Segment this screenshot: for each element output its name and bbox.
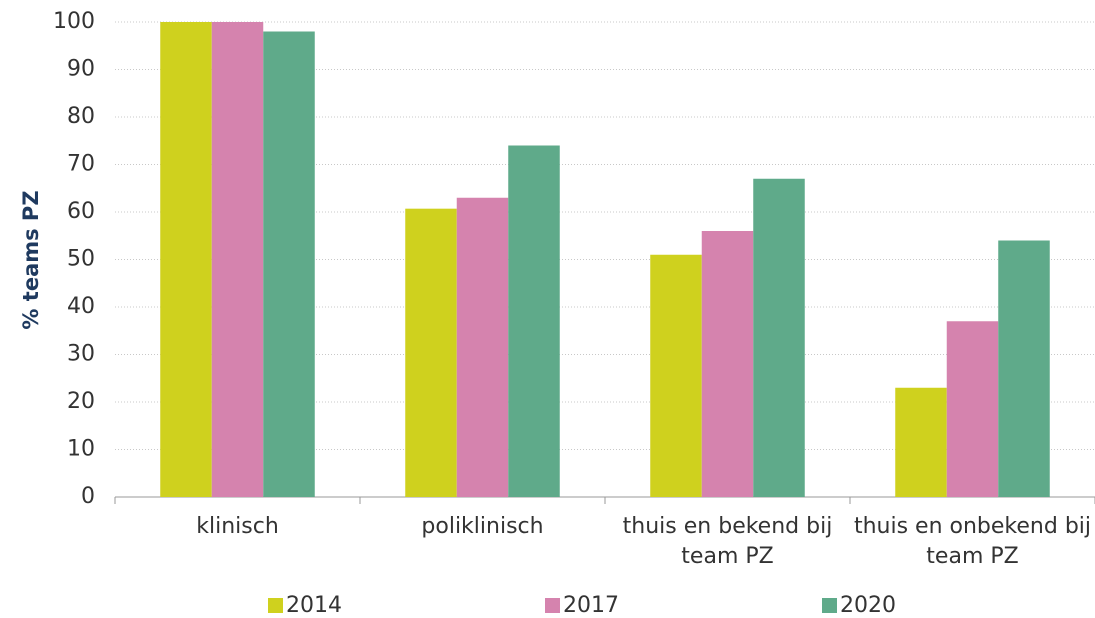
y-tick-label: 90 (67, 57, 95, 82)
bar (508, 145, 560, 497)
bar (263, 31, 315, 497)
y-tick-label: 10 (67, 437, 95, 462)
legend-swatch (545, 598, 560, 613)
legend-label: 2017 (563, 593, 619, 618)
bar (753, 178, 805, 497)
bar (160, 22, 212, 497)
bar (650, 254, 702, 497)
bar (998, 240, 1050, 497)
bar (456, 197, 509, 497)
x-tick-label: klinisch (196, 514, 279, 539)
x-tick-label: poliklinisch (421, 514, 544, 539)
y-tick-label: 30 (67, 342, 95, 367)
y-tick-label: 60 (67, 199, 95, 224)
legend-label: 2014 (286, 593, 342, 618)
y-tick-label: 100 (53, 9, 95, 34)
y-tick-label: 50 (67, 247, 95, 272)
y-tick-label: 20 (67, 389, 95, 414)
x-tick-label: thuis en bekend bij team PZ (622, 514, 833, 569)
bar (405, 208, 457, 498)
bar (946, 321, 999, 497)
y-tick-label: 0 (81, 484, 95, 509)
y-axis-label: % teams PZ (19, 190, 43, 329)
y-tick-label: 80 (67, 104, 95, 129)
legend-swatch (822, 598, 837, 613)
legend-label: 2020 (840, 593, 896, 618)
y-tick-label: 70 (67, 152, 95, 177)
x-tick-label: thuis en onbekend bij team PZ (853, 514, 1092, 569)
bar (895, 387, 947, 497)
y-tick-label: 40 (67, 294, 95, 319)
bar (211, 22, 264, 497)
bar (701, 231, 754, 497)
legend-swatch (268, 598, 283, 613)
